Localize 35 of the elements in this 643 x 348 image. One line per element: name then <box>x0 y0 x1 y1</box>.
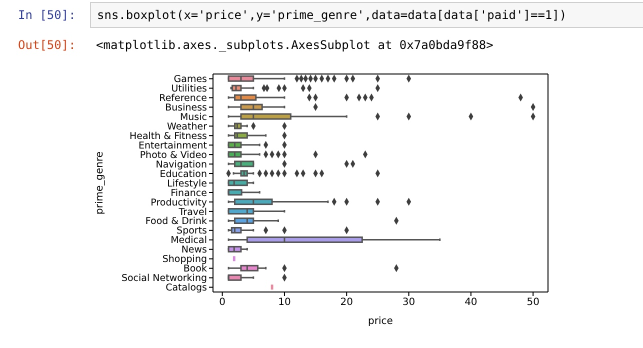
y-tick-label: Music <box>180 112 207 123</box>
y-tick-label: Health & Fitness <box>129 130 208 142</box>
x-tick-label: 20 <box>340 297 353 308</box>
y-tick-label: Games <box>174 74 208 86</box>
y-tick-label: Photo & Video <box>140 150 208 161</box>
y-tick-label: Productivity <box>150 197 208 208</box>
y-tick-label: Sports <box>176 226 208 237</box>
y-tick-label: Lifestyle <box>167 178 208 190</box>
y-axis-title: prime_genre <box>94 151 106 215</box>
text: sns.boxplot(x='price',y='prime_genre',data=data[data['paid']==1]) <box>97 8 567 22</box>
x-tick-label: 30 <box>402 297 416 308</box>
y-tick-label: Business <box>165 102 208 114</box>
y-tick-label: Finance <box>170 188 208 199</box>
x-tick-label: 40 <box>464 297 478 308</box>
y-tick-label: Weather <box>167 121 208 132</box>
text: <matplotlib.axes._subplots.AxesSubplot at 0x7a0bda9f88> <box>96 38 494 52</box>
y-tick-label: News <box>181 244 208 256</box>
y-tick-label: Utilities <box>171 84 208 95</box>
x-tick-label: 0 <box>219 297 226 308</box>
text: Out[50]: <box>18 38 76 52</box>
text: In [50]: <box>18 8 76 22</box>
y-tick-label: Travel <box>178 206 207 218</box>
y-tick-label: Entertainment <box>138 140 208 152</box>
y-tick-label: Shopping <box>162 254 207 266</box>
y-tick-label: Education <box>160 168 207 180</box>
y-tick-label: Social Networking <box>121 273 207 284</box>
y-tick-label: Food & Drink <box>145 216 208 228</box>
y-tick-label: Medical <box>170 235 207 246</box>
x-tick-label: 10 <box>278 297 291 308</box>
y-tick-label: Book <box>183 264 208 275</box>
x-axis-title: price <box>368 316 393 327</box>
y-tick-label: Reference <box>159 93 208 104</box>
x-tick-label: 50 <box>526 297 540 308</box>
y-tick-label: Navigation <box>156 159 207 170</box>
y-tick-label: Catalogs <box>166 282 208 294</box>
